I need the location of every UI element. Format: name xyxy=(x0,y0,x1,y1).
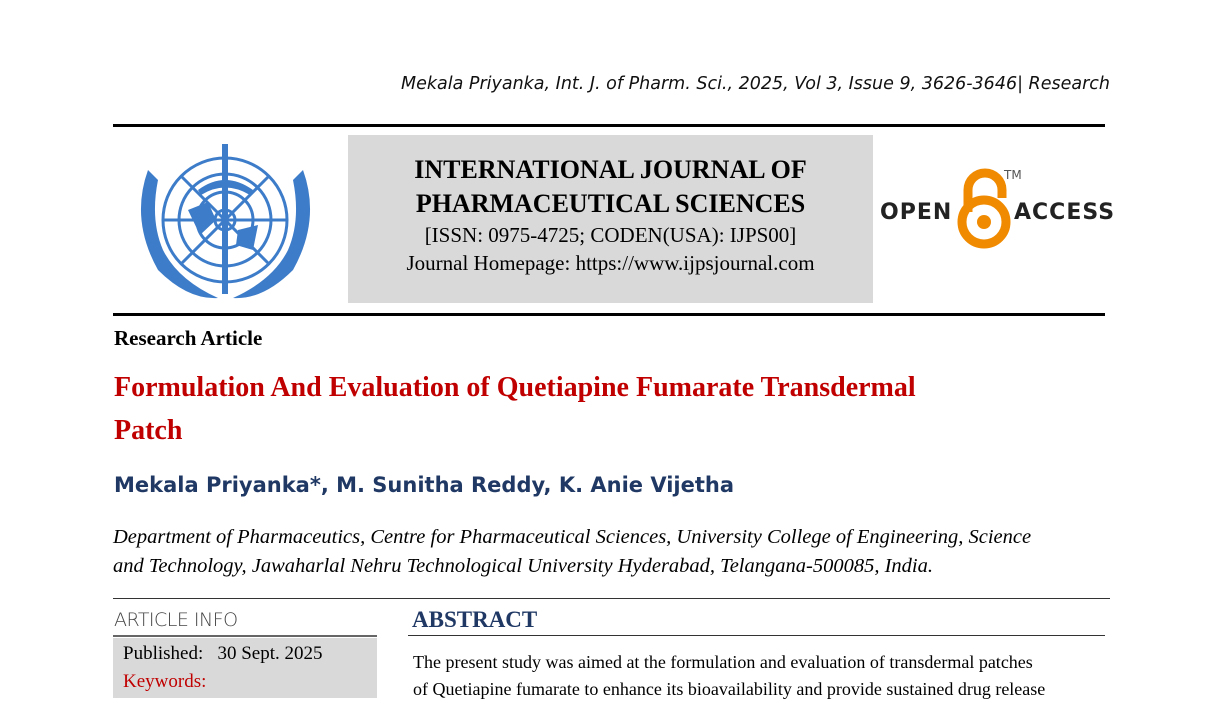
article-info-box: Published: 30 Sept. 2025 Keywords: xyxy=(113,638,377,698)
header-rule xyxy=(113,124,1105,127)
abstract-text: The present study was aimed at the formu… xyxy=(413,649,1113,703)
journal-homepage: Journal Homepage: https://www.ijpsjourna… xyxy=(406,251,815,275)
journal-banner: INTERNATIONAL JOURNAL OF PHARMACEUTICAL … xyxy=(348,135,873,303)
title-line: Patch xyxy=(114,415,183,446)
affiliation-line: and Technology, Jawaharlal Nehru Technol… xyxy=(113,555,933,577)
trademark: TM xyxy=(1004,168,1022,182)
journal-name-line1: INTERNATIONAL JOURNAL OF xyxy=(414,155,807,184)
running-header: Mekala Priyanka, Int. J. of Pharm. Sci.,… xyxy=(401,74,1110,94)
access-text: ACCESS xyxy=(1014,200,1116,225)
abstract-rule xyxy=(408,635,1105,636)
abstract-line: of Quetiapine fumarate to enhance its bi… xyxy=(413,679,1046,699)
open-text: OPEN xyxy=(880,200,953,225)
header-bottom-rule xyxy=(113,313,1105,316)
journal-issn: [ISSN: 0975-4725; CODEN(USA): IJPS00] xyxy=(424,223,797,247)
section-divider xyxy=(113,598,1110,599)
journal-emblem-logo xyxy=(140,144,311,299)
title-line: Formulation And Evaluation of Quetiapine… xyxy=(114,372,916,403)
authors: Mekala Priyanka*, M. Sunitha Reddy, K. A… xyxy=(114,473,735,497)
article-info-rule xyxy=(113,635,377,637)
abstract-line: The present study was aimed at the formu… xyxy=(413,652,1033,672)
published-date: 30 Sept. 2025 xyxy=(217,643,323,664)
journal-name-line2: PHARMACEUTICAL SCIENCES xyxy=(415,189,806,218)
keywords-label: Keywords: xyxy=(123,671,207,692)
article-info-heading: ARTICLE INFO xyxy=(114,609,238,631)
affiliation-line: Department of Pharmaceutics, Centre for … xyxy=(113,526,1032,548)
padlock-open-icon xyxy=(957,168,1011,249)
article-title: Formulation And Evaluation of Quetiapine… xyxy=(114,366,1074,452)
abstract-heading: ABSTRACT xyxy=(412,607,538,632)
affiliation: Department of Pharmaceutics, Centre for … xyxy=(113,523,1113,581)
published-label: Published: xyxy=(123,643,204,664)
article-type: Research Article xyxy=(114,326,263,350)
